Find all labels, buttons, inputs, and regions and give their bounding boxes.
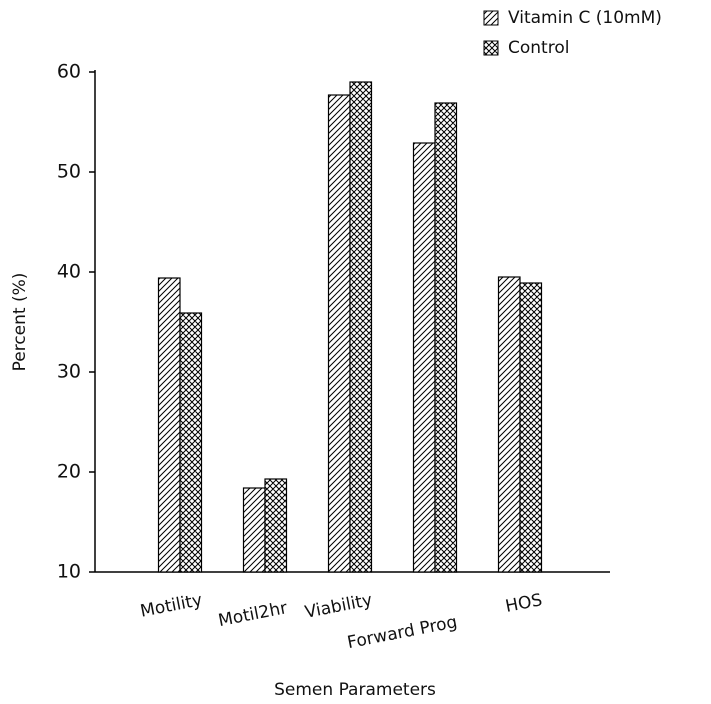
bar: [434, 102, 458, 573]
x-tick-label: Motil2hr: [217, 598, 289, 631]
x-tick-label: HOS: [504, 590, 544, 617]
legend-label: Vitamin C (10mM): [508, 8, 662, 28]
bar: [179, 312, 203, 573]
bar: [497, 276, 521, 573]
bar: [412, 142, 436, 573]
x-tick-label: Viability: [303, 590, 374, 623]
x-tick-label: Motility: [139, 590, 204, 622]
bar: [349, 81, 373, 573]
bar: [519, 282, 543, 573]
y-tick-label: 50: [57, 161, 81, 183]
y-tick-label: 60: [57, 61, 81, 83]
y-tick-label: 20: [57, 461, 81, 483]
y-tick-label: 10: [57, 561, 81, 583]
bar: [264, 478, 288, 573]
y-tick-label: 30: [57, 361, 81, 383]
bar: [242, 487, 266, 573]
y-axis-label: Percent (%): [10, 273, 30, 372]
x-axis-label: Semen Parameters: [274, 680, 436, 700]
bar: [327, 94, 351, 573]
bar: [157, 277, 181, 573]
legend-swatch: [483, 10, 499, 26]
x-tick-label: Forward Prog: [346, 612, 459, 653]
legend-swatch: [483, 40, 499, 56]
y-tick-label: 40: [57, 261, 81, 283]
legend-label: Control: [508, 38, 569, 58]
